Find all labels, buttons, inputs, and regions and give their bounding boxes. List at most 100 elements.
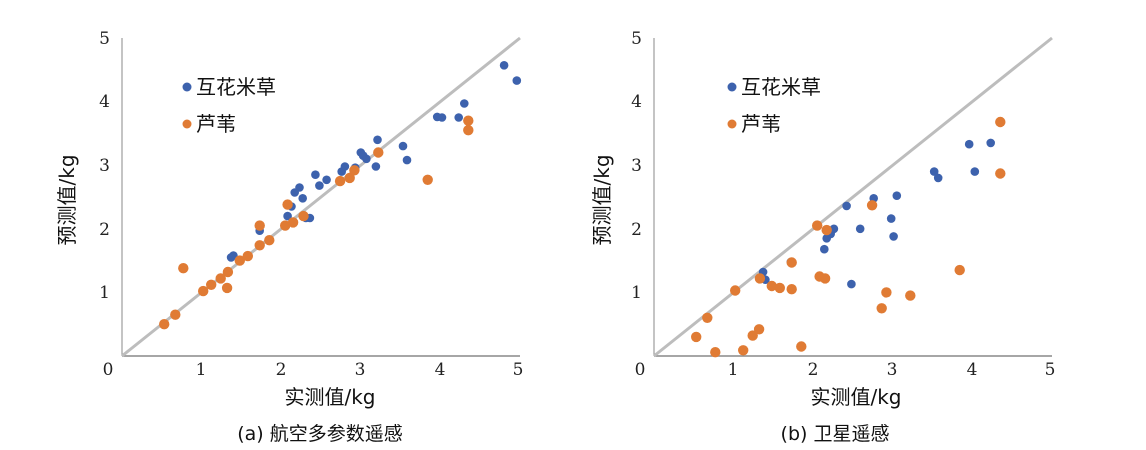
- data-point-series1: [437, 113, 447, 122]
- data-point-series2: [710, 347, 721, 358]
- x-tick-label: 2: [808, 360, 819, 380]
- data-point-series2: [754, 273, 766, 284]
- data-point-series2: [995, 168, 1006, 179]
- x-axis-title: 实测值/kg: [284, 385, 375, 409]
- data-point-series2: [287, 217, 299, 228]
- data-point-series2: [730, 285, 741, 296]
- data-point-series2: [812, 220, 823, 231]
- data-point-series2: [995, 116, 1006, 128]
- data-point-series2: [282, 199, 293, 210]
- data-point-series2: [786, 257, 797, 268]
- data-point-series2: [702, 312, 713, 323]
- data-point-series2: [234, 255, 245, 266]
- data-point-series1: [933, 173, 943, 183]
- data-point-series1: [298, 194, 308, 203]
- data-point-series2: [221, 282, 233, 294]
- data-point-series1: [373, 135, 382, 145]
- chart-panel-b: 0 1 2 3 4 5 1 2 3 4 5 互花米草 芦苇 实测值/kg 预测值…: [590, 29, 1055, 445]
- data-point-series2: [738, 345, 749, 356]
- data-point-series2: [373, 147, 384, 158]
- data-point-series2: [159, 319, 170, 330]
- data-point-series1: [340, 162, 350, 171]
- data-point-series2: [905, 290, 916, 301]
- x-tick-label: 4: [967, 360, 978, 380]
- legend-marker-series1: [727, 82, 737, 92]
- legend-label-series1: 互花米草: [741, 75, 821, 99]
- x-tick-label: 2: [276, 360, 287, 380]
- legend-label-series1: 互花米草: [196, 75, 276, 99]
- data-point-series2: [298, 210, 309, 222]
- data-point-series2: [242, 250, 253, 262]
- data-point-series2: [264, 235, 275, 246]
- legend-marker-series2: [727, 119, 737, 129]
- data-point-series2: [819, 273, 831, 284]
- data-point-series2: [422, 174, 433, 185]
- identity-reference-line: [653, 36, 1053, 358]
- x-tick-label: 1: [196, 360, 207, 380]
- data-point-series2: [821, 224, 832, 236]
- data-point-series2: [463, 125, 474, 136]
- data-point-series1: [322, 175, 331, 185]
- y-tick-label: 2: [99, 220, 110, 240]
- data-point-series1: [820, 244, 829, 254]
- y-tick-label: 4: [99, 92, 110, 112]
- data-point-series1: [847, 279, 856, 289]
- data-point-series1: [970, 167, 980, 176]
- x-tick-label: 5: [1045, 360, 1056, 380]
- y-tick-label: 3: [631, 156, 642, 176]
- y-tick-label: 1: [99, 283, 110, 303]
- legend-marker-series1: [182, 82, 192, 92]
- data-point-series2: [766, 280, 777, 292]
- data-point-series2: [254, 240, 265, 251]
- y-axis-title: 预测值/kg: [55, 154, 79, 245]
- data-point-series1: [855, 224, 865, 234]
- data-point-series1: [226, 253, 236, 262]
- y-tick-label: 4: [631, 92, 642, 112]
- data-point-series1: [892, 191, 902, 200]
- x-tick-label: 0: [103, 360, 114, 380]
- data-point-series2: [881, 287, 892, 298]
- data-point-series1: [295, 183, 304, 192]
- x-axis-title: 实测值/kg: [810, 385, 901, 409]
- data-point-series2: [215, 273, 226, 284]
- figure-caption: (b) 卫星遥感: [781, 423, 890, 445]
- chart-panel-a: 0 1 2 3 4 5 1 2 3 4 5 互花米草 芦苇 实测值/kg 预测值…: [55, 29, 523, 445]
- data-point-series1: [842, 201, 851, 211]
- identity-reference-line: [121, 36, 521, 358]
- x-tick-label: 3: [355, 360, 366, 380]
- data-point-series1: [512, 76, 522, 85]
- data-point-series2: [747, 330, 758, 341]
- x-tick-label: 0: [635, 360, 646, 380]
- data-point-series1: [454, 113, 464, 122]
- data-point-series1: [398, 141, 408, 151]
- data-point-series2: [349, 165, 360, 176]
- data-point-series2: [753, 324, 765, 335]
- legend-label-series2: 芦苇: [741, 112, 781, 136]
- data-point-series1: [889, 232, 898, 241]
- data-point-series1: [460, 99, 469, 108]
- legend-marker-series2: [182, 119, 192, 129]
- data-point-series2: [344, 172, 355, 184]
- data-point-series1: [402, 155, 412, 165]
- data-point-series1: [311, 170, 320, 179]
- x-tick-label: 3: [887, 360, 898, 380]
- data-point-series1: [964, 139, 974, 149]
- data-point-series1: [371, 162, 381, 171]
- y-tick-label: 5: [631, 29, 642, 49]
- data-point-series1: [362, 154, 371, 164]
- y-axis-title: 预测值/kg: [590, 154, 614, 245]
- y-tick-label: 5: [99, 29, 110, 49]
- y-tick-label: 1: [631, 283, 642, 303]
- x-tick-label: 4: [435, 360, 446, 380]
- x-tick-label: 5: [513, 360, 524, 380]
- data-point-series2: [206, 279, 217, 290]
- data-point-series2: [170, 309, 181, 320]
- data-point-series1: [499, 61, 509, 70]
- data-point-series2: [178, 263, 189, 274]
- data-point-series1: [929, 167, 939, 176]
- data-point-series1: [886, 214, 896, 223]
- legend-label-series2: 芦苇: [196, 112, 236, 136]
- data-point-series2: [876, 303, 887, 314]
- data-point-series2: [254, 220, 265, 231]
- data-point-series1: [315, 181, 324, 190]
